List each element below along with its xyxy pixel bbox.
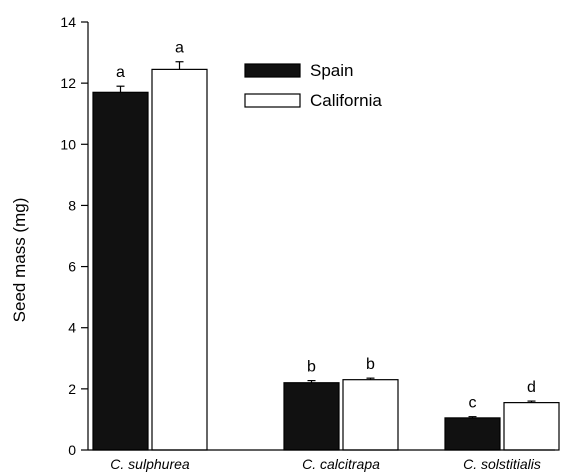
bar-california [342, 379, 399, 451]
significance-letters: a a b b c d [116, 40, 536, 412]
bars [92, 61, 560, 451]
bar-california [151, 68, 208, 451]
y-axis: 0 2 4 6 8 10 12 14 [60, 14, 89, 458]
y-tick-label: 12 [60, 75, 76, 91]
y-tick-label: 8 [68, 197, 76, 213]
y-tick-label: 2 [68, 381, 76, 397]
legend-label-california: California [310, 91, 382, 110]
significance-letter: c [469, 395, 477, 412]
bar-spain [92, 91, 149, 451]
legend: Spain California [244, 61, 382, 110]
bar-spain [283, 382, 340, 451]
x-tick-label: C. sulphurea [110, 456, 190, 472]
y-tick-label: 6 [68, 259, 76, 275]
significance-letter: a [116, 64, 125, 81]
x-tick-label: C. calcitrapa [302, 456, 380, 472]
legend-swatch-california [244, 93, 301, 108]
y-axis-label: Seed mass (mg) [10, 198, 29, 323]
legend-swatch-spain [244, 63, 301, 78]
x-tick-label: C. solstitialis [463, 456, 541, 472]
y-tick-label: 0 [68, 442, 76, 458]
bar-california [503, 402, 560, 451]
significance-letter: d [527, 379, 536, 396]
x-axis: C. sulphurea C. calcitrapa C. solstitialis [88, 449, 555, 472]
y-tick-label: 4 [68, 320, 76, 336]
y-tick-label: 14 [60, 14, 76, 30]
significance-letter: b [366, 356, 375, 373]
bar-spain [444, 417, 501, 451]
significance-letter: b [307, 359, 316, 376]
y-tick-label: 10 [60, 136, 76, 152]
significance-letter: a [175, 40, 184, 57]
legend-label-spain: Spain [310, 61, 353, 80]
